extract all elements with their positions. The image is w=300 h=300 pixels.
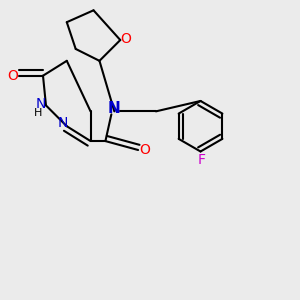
Text: N: N: [108, 101, 121, 116]
Text: O: O: [7, 69, 18, 83]
Text: N: N: [57, 116, 68, 130]
Text: O: O: [120, 32, 131, 46]
Text: O: O: [139, 143, 150, 157]
Text: H: H: [34, 108, 43, 118]
Text: N: N: [35, 97, 46, 111]
Text: F: F: [198, 153, 206, 167]
